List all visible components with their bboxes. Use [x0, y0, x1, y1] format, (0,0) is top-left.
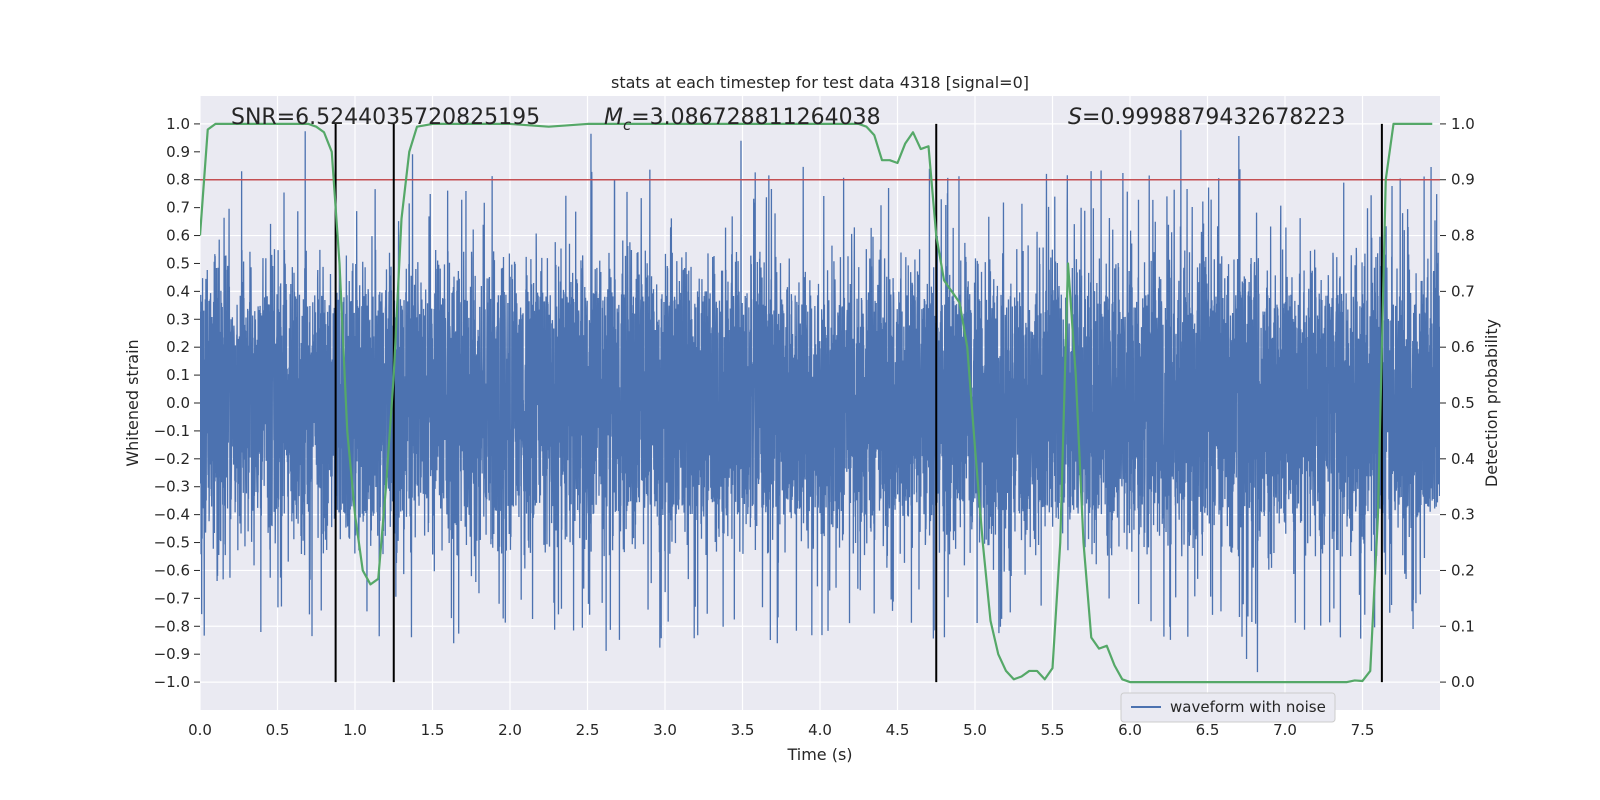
- y-tick-label-14: 0.4: [166, 282, 190, 300]
- y2-tick-label-7: 0.7: [1451, 282, 1475, 300]
- x-tick-label-9: 4.5: [886, 721, 910, 739]
- x-tick-label-2: 1.0: [343, 721, 367, 739]
- x-tick-label-11: 5.5: [1041, 721, 1065, 739]
- y2-tick-label-6: 0.6: [1451, 338, 1475, 356]
- y2-tick-label-2: 0.2: [1451, 561, 1475, 579]
- y2-axis-label: Detection probability: [1482, 319, 1501, 487]
- y-tick-label-6: −0.4: [154, 506, 190, 524]
- y2-tick-label-4: 0.4: [1451, 450, 1475, 468]
- y-tick-label-19: 0.9: [166, 143, 190, 161]
- y2-tick-label-1: 0.1: [1451, 617, 1475, 635]
- y-tick-label-11: 0.1: [166, 366, 190, 384]
- y2-tick-label-5: 0.5: [1451, 394, 1475, 412]
- y-tick-label-17: 0.7: [166, 199, 190, 217]
- probability-line: [200, 122, 1433, 684]
- y2-tick-label-8: 0.8: [1451, 227, 1475, 245]
- y2-tick-label-3: 0.3: [1451, 506, 1475, 524]
- x-tick-label-5: 2.5: [576, 721, 600, 739]
- y2-tick-label-0: 0.0: [1451, 673, 1475, 691]
- y-tick-label-0: −1.0: [154, 673, 190, 691]
- probability-layer: [200, 122, 1433, 684]
- legend-box: [1120, 692, 1336, 723]
- y-tick-label-1: −0.9: [154, 645, 190, 663]
- y-tick-label-16: 0.6: [166, 227, 190, 245]
- x-tick-label-7: 3.5: [731, 721, 755, 739]
- tick-labels: 0.0 0.5 1.0 1.5 2.0 2.5 3.0 3.5 4.0 4.5 5.0 5.5 6.0 6…: [154, 115, 1475, 739]
- waveform-layer: [200, 130, 1440, 673]
- y-tick-label-12: 0.2: [166, 338, 190, 356]
- y-tick-label-20: 1.0: [166, 115, 190, 133]
- x-tick-label-8: 4.0: [808, 721, 832, 739]
- snr-annotation: SNR=6.5244035720825195: [231, 105, 540, 130]
- s-symbol: S: [1068, 105, 1082, 130]
- y-tick-label-15: 0.5: [166, 254, 190, 272]
- x-tick-label-1: 0.5: [266, 721, 290, 739]
- mc-value: =3.086728811264038: [631, 105, 880, 130]
- x-tick-label-3: 1.5: [421, 721, 445, 739]
- y-axis-label: Whitened strain: [123, 339, 142, 466]
- y-tick-label-5: −0.5: [154, 534, 190, 552]
- waveform-line: [200, 130, 1440, 673]
- y-tick-label-18: 0.8: [166, 171, 190, 189]
- x-tick-label-6: 3.0: [653, 721, 677, 739]
- s-annotation: S=0.9998879432678223: [1068, 105, 1345, 130]
- y-tick-label-7: −0.3: [154, 478, 190, 496]
- mc-annotation: Mc=3.086728811264038: [604, 105, 881, 134]
- x-tick-label-13: 6.5: [1196, 721, 1220, 739]
- x-tick-label-12: 6.0: [1118, 721, 1142, 739]
- y-tick-label-8: −0.2: [154, 450, 190, 468]
- x-tick-label-15: 7.5: [1351, 721, 1375, 739]
- x-tick-label-0: 0.0: [188, 721, 212, 739]
- y2-tick-label-10: 1.0: [1451, 115, 1475, 133]
- y-tick-label-13: 0.3: [166, 310, 190, 328]
- x-axis-label: Time (s): [786, 745, 852, 764]
- x-tick-label-10: 5.0: [963, 721, 987, 739]
- y-tick-label-10: 0.0: [166, 394, 190, 412]
- x-tick-label-14: 7.0: [1273, 721, 1297, 739]
- y-tick-label-9: −0.1: [154, 422, 190, 440]
- y-tick-label-2: −0.8: [154, 617, 190, 635]
- x-tick-label-4: 2.0: [498, 721, 522, 739]
- y-tick-label-4: −0.6: [154, 561, 190, 579]
- y2-tick-label-9: 0.9: [1451, 171, 1475, 189]
- legend: waveform with noise: [1120, 692, 1336, 723]
- chart-title: stats at each timestep for test data 431…: [611, 73, 1029, 92]
- legend-entry-waveform: waveform with noise: [1170, 698, 1326, 716]
- s-value: =0.9998879432678223: [1082, 105, 1345, 130]
- mc-symbol: M: [604, 105, 623, 130]
- mc-subscript: c: [623, 116, 632, 134]
- y-tick-label-3: −0.7: [154, 589, 190, 607]
